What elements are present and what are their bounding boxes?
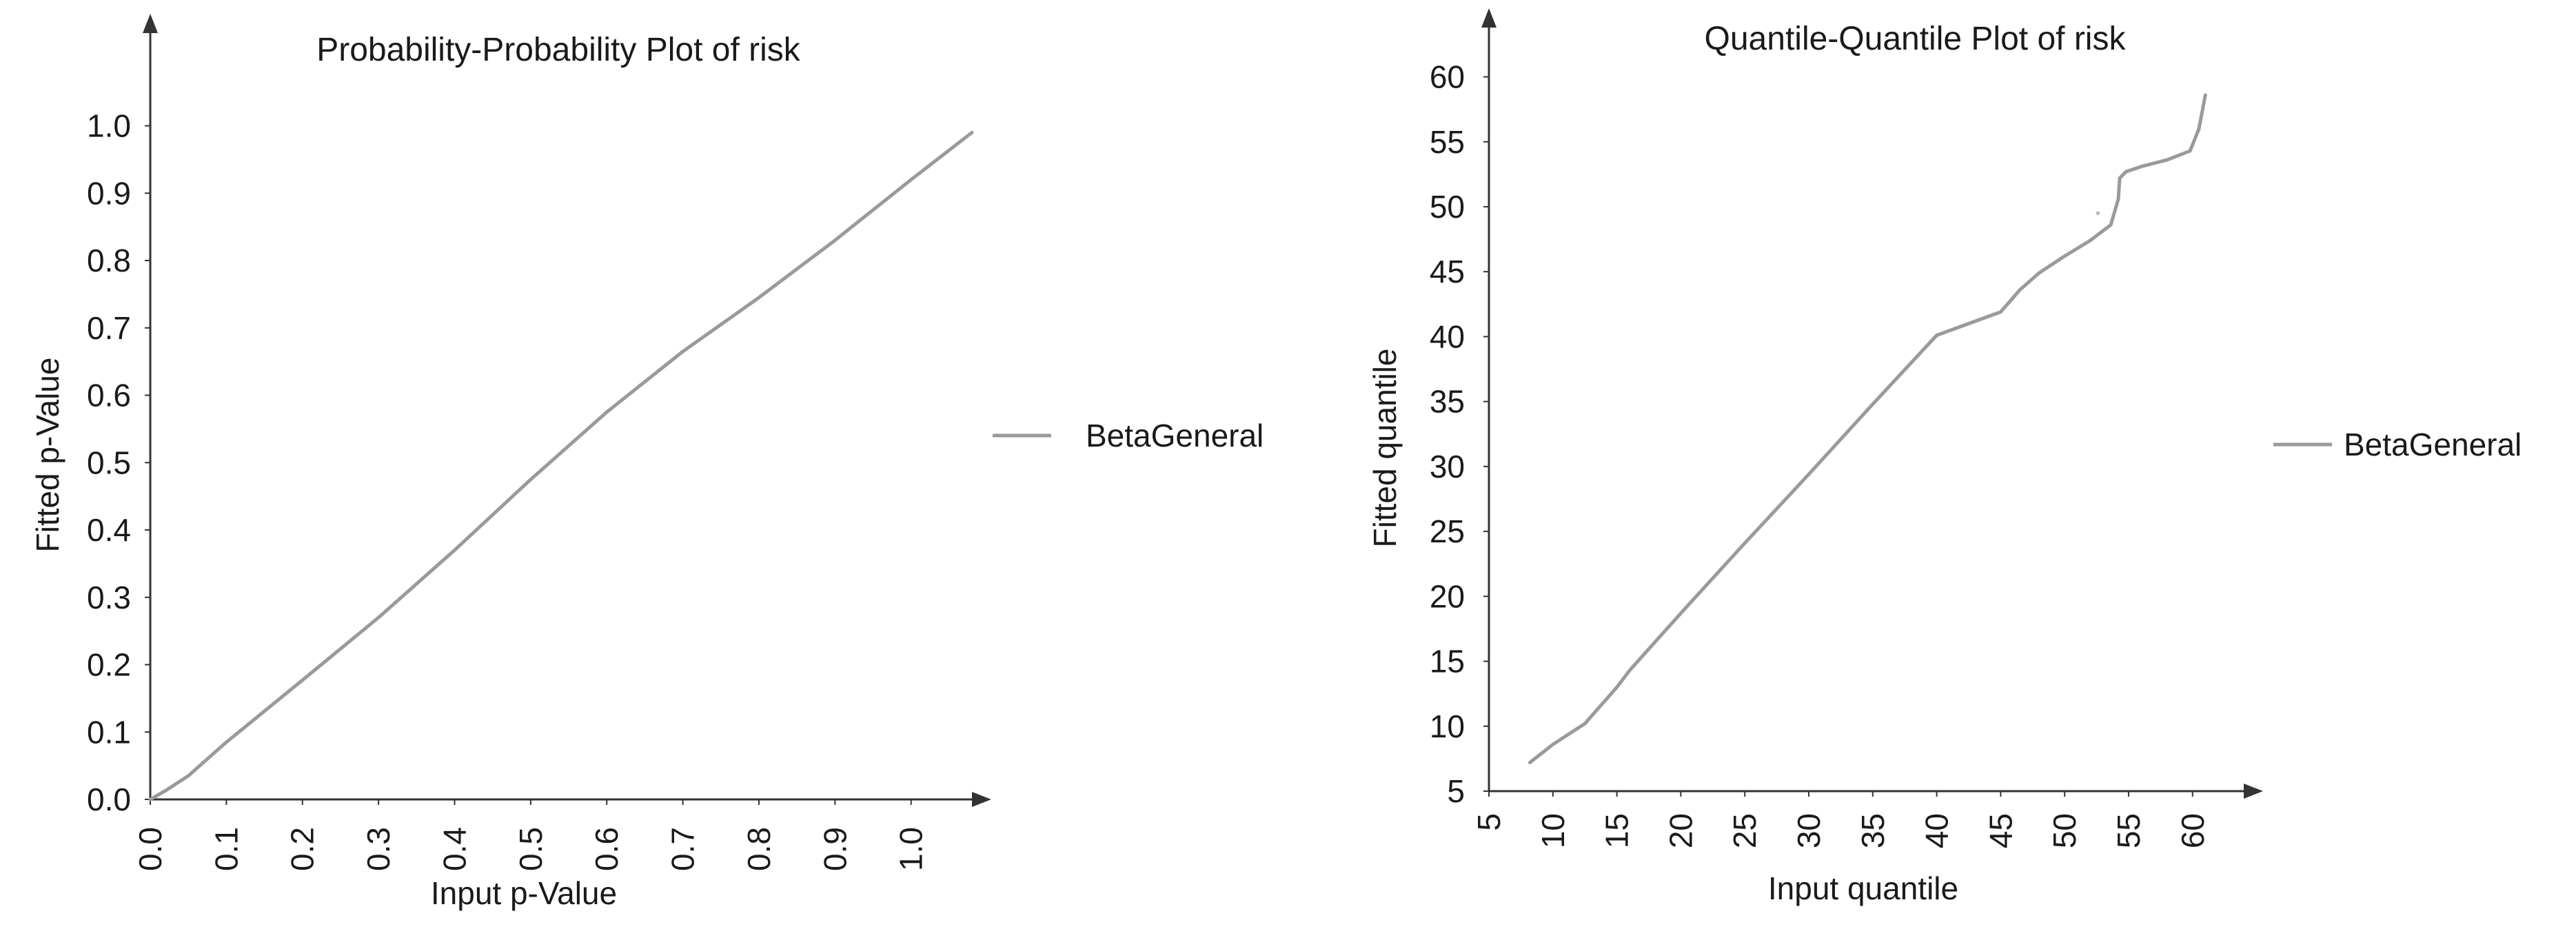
y-tick-label: 40 xyxy=(1430,318,1465,354)
x-tick-label: 0.5 xyxy=(513,827,549,871)
y-tick-label: 15 xyxy=(1430,644,1465,680)
y-axis-label: Fitted p-Value xyxy=(30,358,65,553)
stray-point xyxy=(2096,211,2100,216)
series-line-betageneral xyxy=(148,130,974,801)
x-tick-label: 60 xyxy=(2175,813,2211,848)
chart-title: Quantile-Quantile Plot of risk xyxy=(1705,21,2127,57)
x-tick-label: 45 xyxy=(1982,813,2018,848)
chart-pp-plot: 0.0 0.1 0.2 0.3 0.4 0.5 0.6 0.7 0.8 0.9 1.0 0.0 0.1 0… xyxy=(30,14,1264,911)
x-tick-label: 0.1 xyxy=(208,827,244,871)
y-tick-label: 0.2 xyxy=(87,647,131,683)
y-axis-arrow xyxy=(143,14,158,33)
x-tick-label: 25 xyxy=(1727,813,1763,848)
series-line-betageneral xyxy=(1528,93,2207,764)
x-axis-label: Input quantile xyxy=(1768,870,1958,906)
y-tick-label: 35 xyxy=(1430,384,1465,420)
x-tick-label: 40 xyxy=(1919,813,1955,848)
x-tick-label: 1.0 xyxy=(893,827,929,871)
y-axis-arrow xyxy=(1481,8,1497,28)
legend-label: BetaGeneral xyxy=(2344,427,2522,462)
x-tick-label: 0.4 xyxy=(436,827,472,871)
x-tick-label: 0.0 xyxy=(132,827,168,871)
y-tick-label: 0.1 xyxy=(87,714,131,750)
x-axis-label: Input p-Value xyxy=(431,875,617,911)
x-tick-label: 15 xyxy=(1599,813,1635,848)
y-tick-label: 45 xyxy=(1430,254,1465,289)
chart-qq-plot: 5 10 15 20 25 30 35 40 45 50 55 60 5 10 15 20 25 30 35 40 45… xyxy=(1367,8,2522,906)
x-tick-label: 55 xyxy=(2111,813,2147,848)
y-tick-label: 50 xyxy=(1430,189,1465,225)
y-tick-label: 20 xyxy=(1430,578,1465,614)
y-tick-label: 0.8 xyxy=(87,243,131,278)
legend: BetaGeneral xyxy=(2273,427,2522,462)
x-tick-label: 5 xyxy=(1471,813,1507,831)
y-axis-label: Fitted quantile xyxy=(1367,349,1403,548)
legend-label: BetaGeneral xyxy=(1086,418,1264,453)
y-tick-label: 0.0 xyxy=(87,781,131,817)
x-tick-label: 0.9 xyxy=(817,827,853,871)
x-tick-label: 50 xyxy=(2047,813,2082,848)
y-tick-label: 30 xyxy=(1430,449,1465,484)
x-tick-label: 0.7 xyxy=(665,827,701,871)
y-tick-label: 0.9 xyxy=(87,175,131,211)
y-tick-label: 10 xyxy=(1430,708,1465,744)
y-tick-label: 25 xyxy=(1430,513,1465,549)
y-tick-label: 55 xyxy=(1430,124,1465,160)
x-axis-arrow xyxy=(972,792,991,807)
x-tick-label: 30 xyxy=(1791,813,1827,848)
x-tick-label: 35 xyxy=(1855,813,1891,848)
y-tick-label: 0.5 xyxy=(87,445,131,480)
x-tick-label: 0.3 xyxy=(361,827,396,871)
x-tick-label: 0.2 xyxy=(285,827,321,871)
chart-title: Probability-Probability Plot of risk xyxy=(316,32,801,68)
y-tick-label: 0.3 xyxy=(87,580,131,615)
y-tick-label: 0.4 xyxy=(87,512,131,548)
x-tick-label: 0.8 xyxy=(741,827,777,871)
x-tick-label: 10 xyxy=(1535,813,1571,848)
x-tick-label: 0.6 xyxy=(589,827,625,871)
y-tick-label: 1.0 xyxy=(87,108,131,144)
y-tick-label: 60 xyxy=(1430,59,1465,95)
y-tick-label: 5 xyxy=(1447,773,1465,809)
y-tick-label: 0.6 xyxy=(87,378,131,413)
x-tick-label: 20 xyxy=(1663,813,1698,848)
y-tick-label: 0.7 xyxy=(87,310,131,346)
x-axis-arrow xyxy=(2244,784,2263,799)
legend: BetaGeneral xyxy=(993,418,1264,453)
